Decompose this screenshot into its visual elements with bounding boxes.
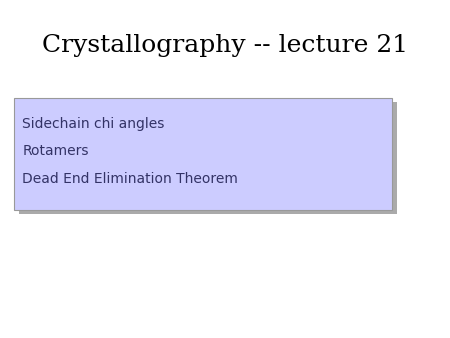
Text: Crystallography -- lecture 21: Crystallography -- lecture 21 <box>42 34 408 57</box>
Text: Dead End Elimination Theorem: Dead End Elimination Theorem <box>22 172 239 186</box>
Bar <box>14 98 392 210</box>
Text: Rotamers: Rotamers <box>22 145 89 159</box>
Text: Sidechain chi angles: Sidechain chi angles <box>22 117 165 130</box>
Bar <box>19 102 397 214</box>
